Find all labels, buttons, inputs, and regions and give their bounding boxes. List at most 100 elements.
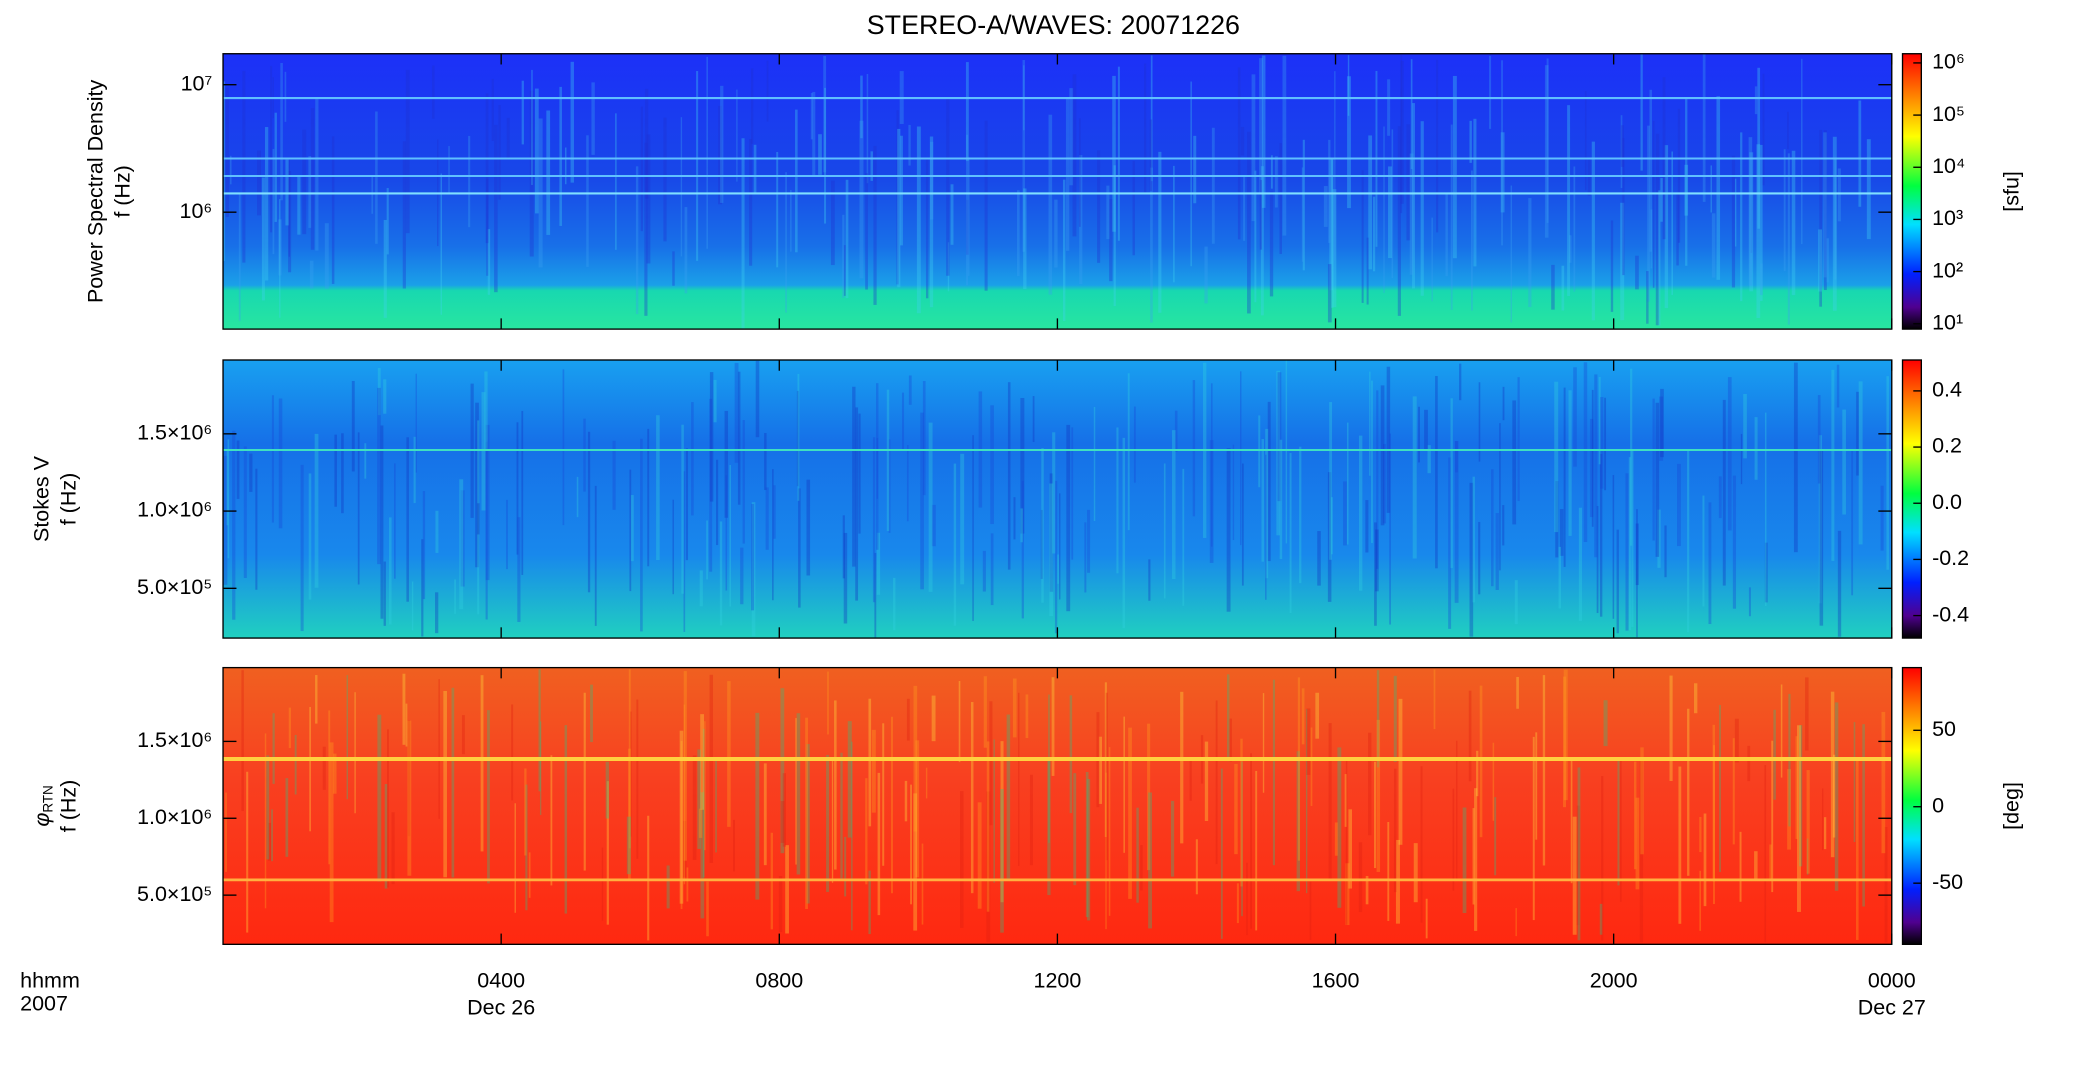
texture — [845, 179, 849, 299]
texture — [1029, 774, 1033, 866]
texture — [236, 440, 240, 499]
texture — [871, 729, 876, 813]
texture — [1528, 198, 1532, 307]
texture — [1180, 691, 1184, 844]
texture — [844, 836, 847, 897]
texture — [1452, 75, 1457, 259]
texture — [1655, 402, 1660, 557]
texture — [1047, 758, 1051, 896]
texture — [928, 422, 933, 592]
texture — [1078, 118, 1081, 227]
texture — [1334, 71, 1336, 261]
texture — [1639, 759, 1644, 943]
texture — [1025, 694, 1029, 739]
texture — [431, 65, 435, 119]
texture — [755, 360, 760, 438]
texture — [1226, 448, 1231, 612]
texture — [1066, 424, 1071, 612]
texture — [908, 375, 912, 405]
texture — [646, 134, 651, 264]
texture — [1054, 480, 1058, 634]
texture — [411, 581, 414, 631]
texture — [255, 468, 258, 590]
texture — [1502, 505, 1505, 546]
texture — [529, 90, 534, 257]
texture — [720, 85, 724, 203]
spectral-lines — [223, 97, 1892, 882]
texture — [950, 184, 954, 245]
texture — [1756, 144, 1761, 318]
texture — [778, 875, 783, 932]
texture — [790, 190, 792, 252]
texture — [225, 87, 230, 217]
texture — [1347, 76, 1351, 209]
texture — [1450, 124, 1453, 310]
texture — [451, 687, 455, 878]
texture — [713, 379, 717, 423]
texture — [1834, 702, 1839, 891]
x-tick-label: 1200 — [1034, 969, 1082, 993]
texture — [882, 723, 885, 866]
texture — [1276, 370, 1281, 536]
texture — [435, 592, 439, 634]
texture — [870, 151, 873, 181]
texture — [1105, 692, 1108, 861]
texture — [1563, 676, 1566, 808]
texture — [562, 369, 565, 526]
texture — [1136, 807, 1139, 903]
texture — [1117, 66, 1120, 241]
texture — [242, 70, 246, 263]
texture — [1150, 167, 1153, 323]
texture — [309, 706, 311, 832]
texture — [1555, 481, 1559, 558]
texture — [718, 105, 722, 205]
texture — [872, 437, 876, 603]
texture — [249, 453, 253, 492]
texture — [1783, 149, 1786, 272]
texture — [906, 444, 909, 522]
texture — [1368, 135, 1373, 270]
texture — [972, 435, 974, 621]
texture — [302, 129, 307, 235]
texture — [826, 754, 830, 892]
texture — [1306, 708, 1311, 775]
texture — [1710, 165, 1712, 213]
texture — [751, 504, 755, 611]
texture — [1334, 822, 1338, 856]
texture — [1371, 380, 1373, 543]
texture — [1174, 410, 1178, 452]
texture — [796, 390, 799, 487]
texture — [1393, 768, 1397, 893]
texture — [965, 62, 969, 162]
texture — [1084, 522, 1087, 593]
texture — [278, 398, 283, 529]
texture — [672, 499, 674, 595]
texture — [1702, 495, 1705, 607]
texture — [454, 579, 456, 614]
texture — [1479, 685, 1483, 838]
texture — [706, 520, 708, 580]
texture — [1617, 759, 1620, 886]
texture — [763, 763, 767, 866]
texture — [1057, 554, 1059, 584]
texture — [475, 402, 479, 568]
texture — [868, 698, 872, 827]
texture — [741, 138, 745, 329]
texture — [1795, 736, 1798, 839]
texture — [1327, 264, 1332, 323]
y-tick-label: 1.0×10⁶ — [137, 805, 212, 829]
y-tick-label: 1.0×10⁶ — [137, 498, 212, 522]
texture — [859, 120, 864, 279]
texture — [375, 111, 378, 244]
texture — [1250, 753, 1252, 929]
texture — [1382, 444, 1387, 524]
texture — [406, 437, 409, 602]
texture — [966, 199, 969, 255]
texture — [1259, 58, 1263, 194]
texture — [232, 430, 236, 620]
texture — [386, 188, 389, 255]
spectrogram — [223, 360, 1892, 639]
texture — [810, 93, 813, 140]
texture — [1192, 380, 1196, 517]
texture — [900, 135, 903, 246]
